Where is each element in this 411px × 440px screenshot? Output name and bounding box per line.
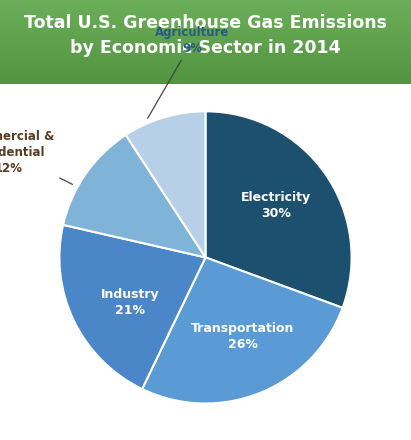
Bar [0, 36, 411, 37]
Bar [0, 38, 411, 39]
Bar [0, 24, 411, 25]
Bar [0, 83, 411, 84]
Bar [0, 41, 411, 42]
Bar [0, 31, 411, 32]
Bar [0, 67, 411, 68]
Bar [0, 0, 411, 1]
Bar [0, 29, 411, 30]
Bar [0, 25, 411, 26]
Bar [0, 72, 411, 73]
Bar [0, 18, 411, 19]
Bar [0, 15, 411, 16]
Bar [0, 13, 411, 14]
Bar [0, 20, 411, 21]
Wedge shape [126, 111, 206, 257]
Bar [0, 39, 411, 40]
Bar [0, 7, 411, 8]
Text: Agriculture
9%: Agriculture 9% [148, 26, 230, 118]
Bar [0, 10, 411, 11]
Wedge shape [63, 135, 206, 257]
Bar [0, 43, 411, 44]
Bar [0, 6, 411, 7]
Bar [0, 73, 411, 74]
Bar [0, 22, 411, 23]
Bar [0, 53, 411, 54]
Text: Total U.S. Greenhouse Gas Emissions
by Economic Sector in 2014: Total U.S. Greenhouse Gas Emissions by E… [24, 14, 387, 57]
Bar [0, 64, 411, 65]
Bar [0, 16, 411, 17]
Bar [0, 2, 411, 3]
Bar [0, 32, 411, 33]
Bar [0, 42, 411, 43]
Bar [0, 27, 411, 28]
Bar [0, 33, 411, 34]
Bar [0, 52, 411, 53]
Bar [0, 9, 411, 10]
Bar [0, 74, 411, 75]
Bar [0, 66, 411, 67]
Bar [0, 61, 411, 62]
Text: Industry
21%: Industry 21% [101, 287, 159, 316]
Bar [0, 50, 411, 51]
Bar [0, 37, 411, 38]
Bar [0, 70, 411, 71]
Bar [0, 58, 411, 59]
Bar [0, 17, 411, 18]
Bar [0, 57, 411, 58]
Bar [0, 51, 411, 52]
Bar [0, 23, 411, 24]
Bar [0, 21, 411, 22]
Wedge shape [206, 111, 351, 308]
Bar [0, 82, 411, 83]
Bar [0, 48, 411, 49]
Bar [0, 49, 411, 50]
Bar [0, 81, 411, 82]
Bar [0, 69, 411, 70]
Bar [0, 8, 411, 9]
Bar [0, 47, 411, 48]
Bar [0, 78, 411, 79]
Bar [0, 45, 411, 46]
Bar [0, 19, 411, 20]
Bar [0, 79, 411, 80]
Bar [0, 62, 411, 63]
Bar [0, 28, 411, 29]
Wedge shape [142, 257, 343, 403]
Bar [0, 30, 411, 31]
Wedge shape [60, 225, 206, 389]
Bar [0, 34, 411, 35]
Bar [0, 75, 411, 76]
Bar [0, 3, 411, 4]
Bar [0, 5, 411, 6]
Bar [0, 40, 411, 41]
Bar [0, 68, 411, 69]
Bar [0, 44, 411, 45]
Bar [0, 80, 411, 81]
Text: Commercial &
Residential
12%: Commercial & Residential 12% [0, 130, 72, 184]
Bar [0, 63, 411, 64]
Bar [0, 56, 411, 57]
Bar [0, 76, 411, 77]
Bar [0, 1, 411, 2]
Bar [0, 14, 411, 15]
Text: Transportation
26%: Transportation 26% [191, 322, 295, 351]
Bar [0, 77, 411, 78]
Bar [0, 65, 411, 66]
Bar [0, 59, 411, 60]
Bar [0, 46, 411, 47]
Bar [0, 4, 411, 5]
Bar [0, 55, 411, 56]
Bar [0, 26, 411, 27]
Bar [0, 35, 411, 36]
Bar [0, 71, 411, 72]
Bar [0, 60, 411, 61]
Bar [0, 12, 411, 13]
Bar [0, 11, 411, 12]
Text: Electricity
30%: Electricity 30% [241, 191, 312, 220]
Bar [0, 54, 411, 55]
